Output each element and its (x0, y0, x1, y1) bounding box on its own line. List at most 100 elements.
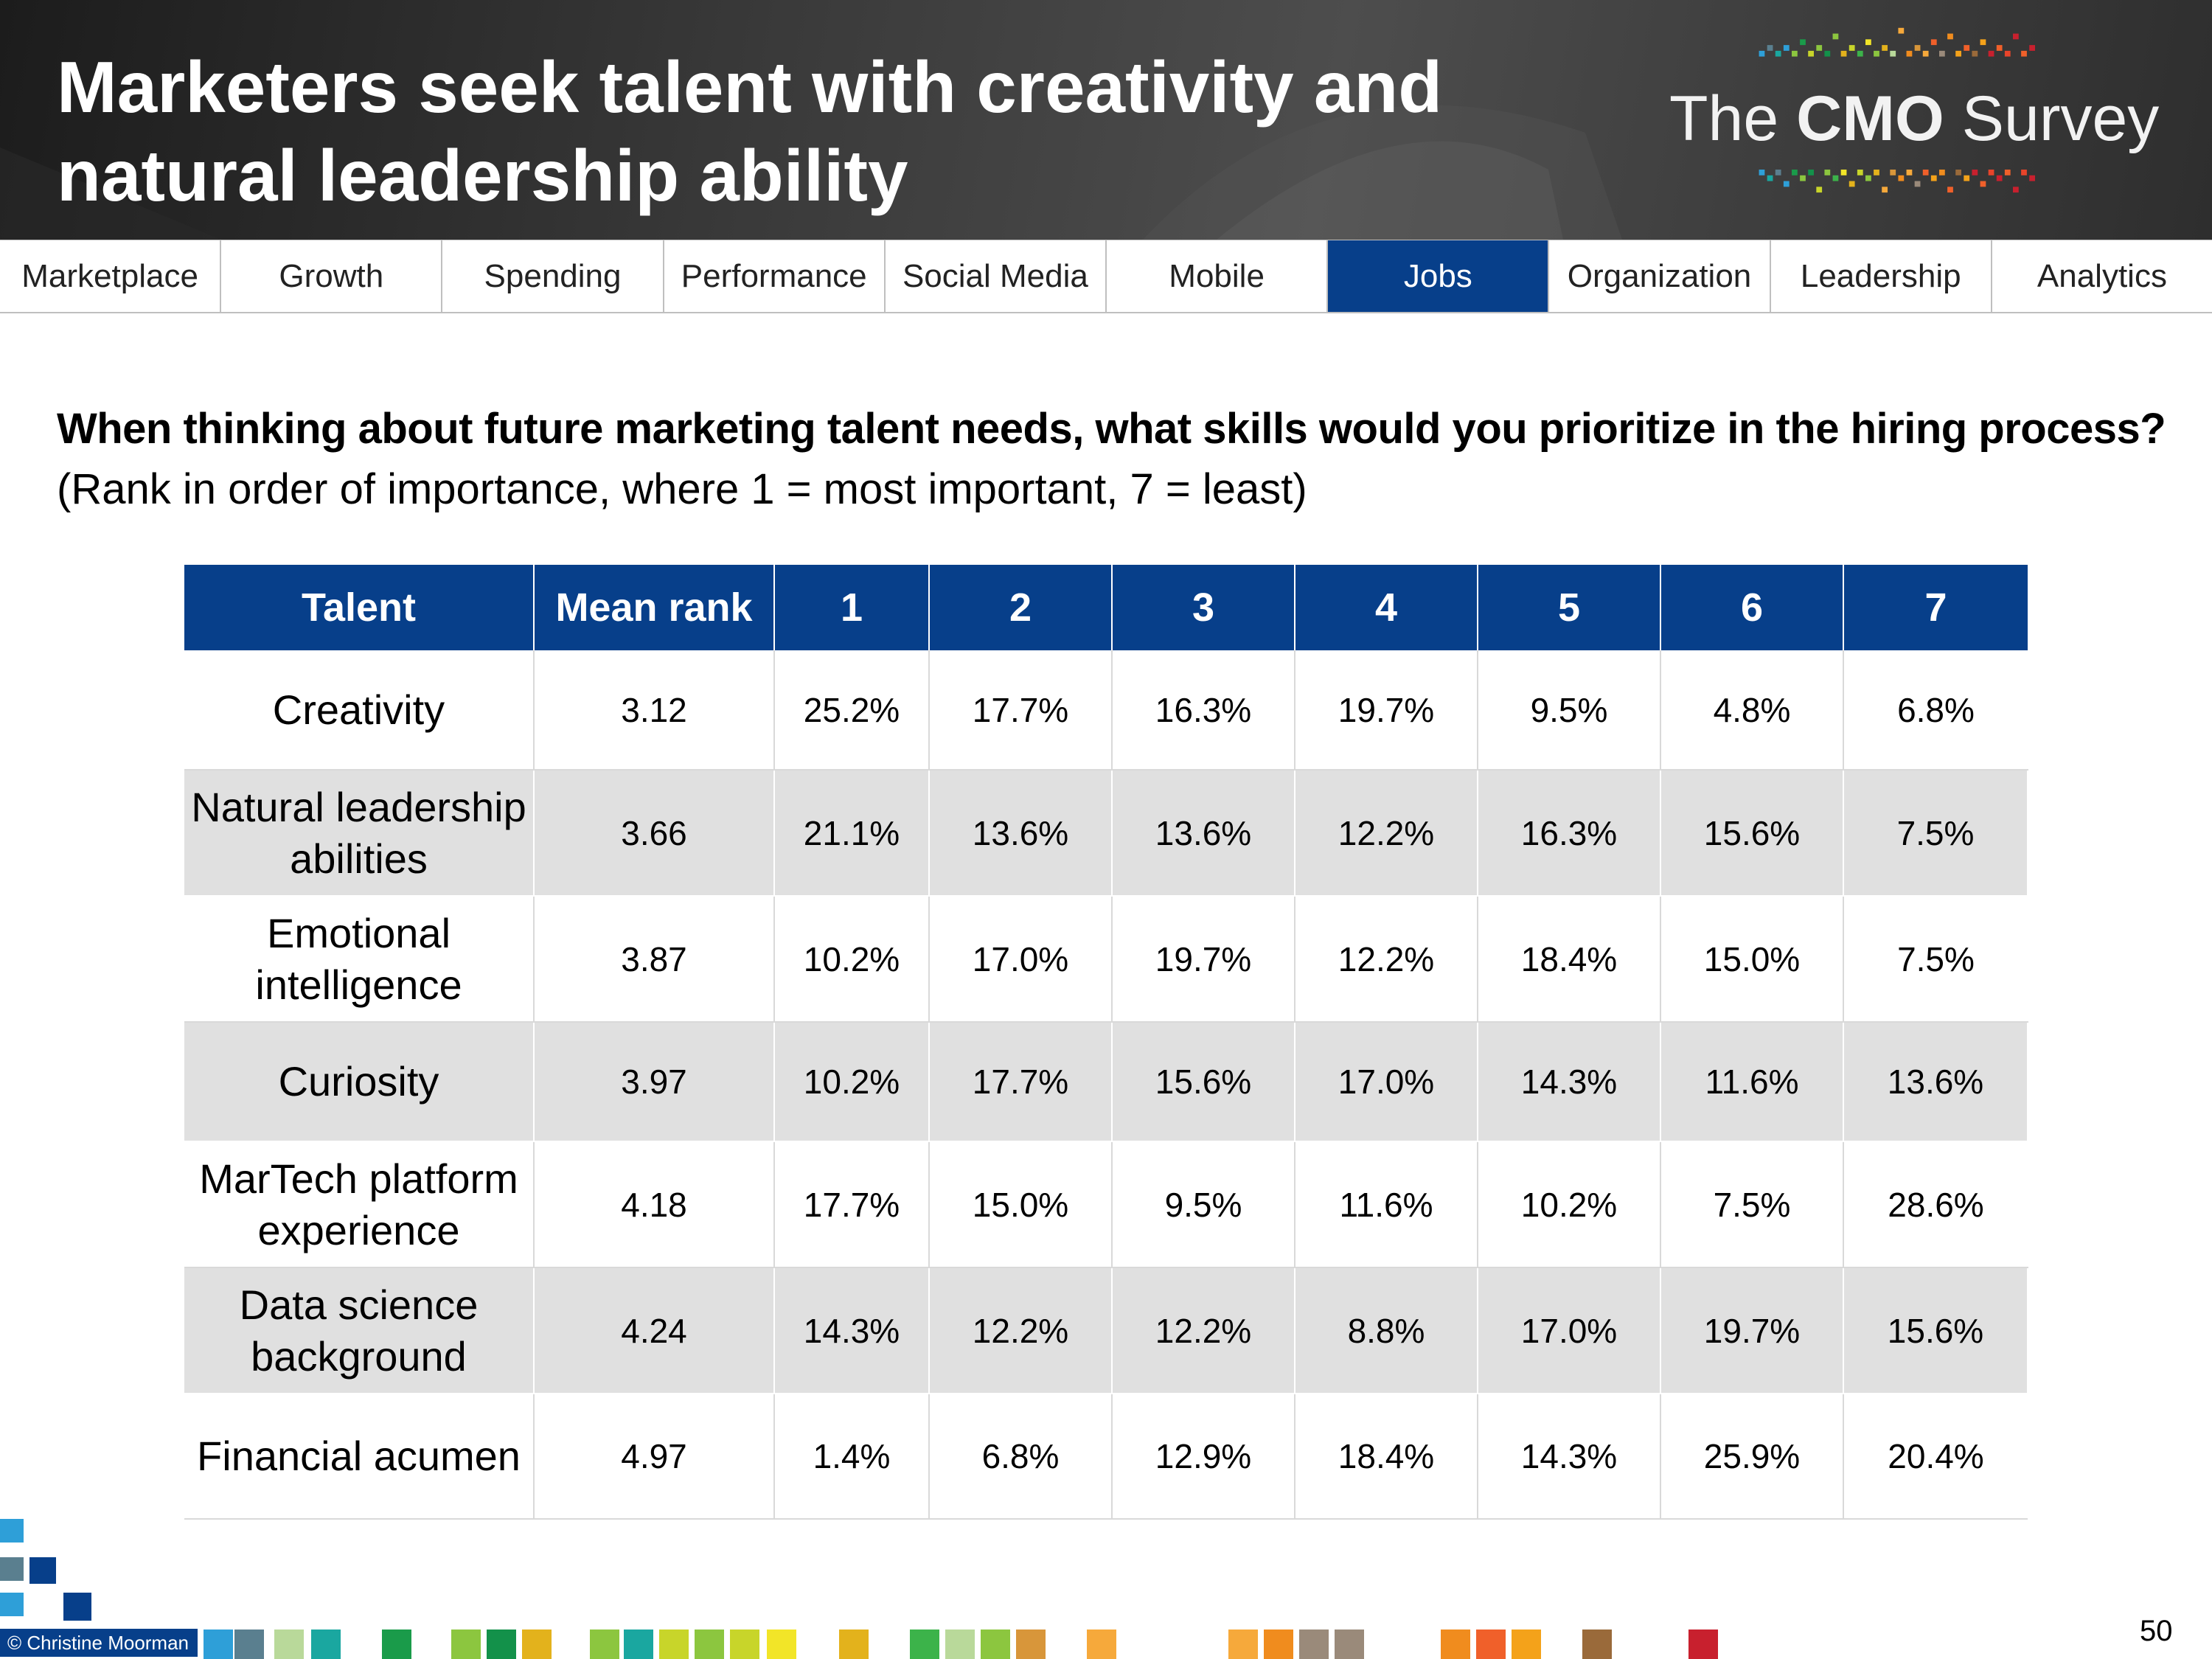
mean-rank-cell: 3.66 (534, 770, 775, 897)
footer-color-square (382, 1630, 411, 1659)
page-title: Marketers seek talent with creativity an… (57, 46, 1443, 216)
logo-pixel-band-top (1759, 27, 2035, 57)
rank-4-cell: 18.4% (1295, 1394, 1478, 1520)
rank-3-cell: 19.7% (1112, 896, 1295, 1023)
logo-text: The CMO Survey (1669, 83, 2160, 154)
tab-leadership[interactable]: Leadership (1771, 240, 1992, 312)
rank-2-cell: 17.7% (929, 1022, 1113, 1142)
column-header: 1 (774, 565, 930, 650)
footer-color-square (274, 1630, 304, 1659)
rank-6-cell: 4.8% (1660, 650, 1844, 771)
mean-rank-cell: 4.97 (534, 1394, 775, 1520)
rank-6-cell: 15.0% (1660, 896, 1844, 1023)
copyright-label: © Christine Moorman (0, 1629, 198, 1657)
rank-4-cell: 12.2% (1295, 896, 1478, 1023)
tab-spending[interactable]: Spending (442, 240, 664, 312)
talent-cell: Emotional intelligence (184, 896, 535, 1023)
footer-color-square (522, 1630, 552, 1659)
survey-instruction: (Rank in order of importance, where 1 = … (57, 465, 1307, 513)
footer-color-square (1688, 1630, 1718, 1659)
mean-rank-cell: 4.24 (534, 1267, 775, 1394)
table-row: MarTech platform experience 4.18 17.7% 1… (184, 1141, 2028, 1268)
rank-5-cell: 14.3% (1478, 1022, 1661, 1142)
footer-color-square (981, 1630, 1010, 1659)
rank-7-cell: 7.5% (1843, 896, 2028, 1023)
tab-marketplace[interactable]: Marketplace (0, 240, 222, 312)
column-header: 3 (1112, 565, 1295, 650)
rank-4-cell: 8.8% (1295, 1267, 1478, 1394)
cmo-survey-logo: The CMO Survey (1637, 15, 2168, 236)
table-row: Data science background 4.24 14.3% 12.2%… (184, 1267, 2028, 1394)
footer-color-square (1016, 1630, 1046, 1659)
tab-performance[interactable]: Performance (664, 240, 886, 312)
mean-rank-cell: 3.87 (534, 896, 775, 1023)
footer-color-square (311, 1630, 341, 1659)
rank-1-cell: 10.2% (774, 896, 930, 1023)
rank-7-cell: 6.8% (1843, 650, 2028, 771)
mean-rank-cell: 3.12 (534, 650, 775, 771)
rank-3-cell: 12.9% (1112, 1394, 1295, 1520)
section-nav: Marketplace Growth Spending Performance … (0, 240, 2212, 313)
column-header: 5 (1478, 565, 1661, 650)
rank-1-cell: 17.7% (774, 1141, 930, 1268)
tab-jobs[interactable]: Jobs (1328, 240, 1550, 312)
footer-color-square (1476, 1630, 1506, 1659)
column-header: 4 (1295, 565, 1478, 650)
rank-2-cell: 12.2% (929, 1267, 1113, 1394)
tab-organization[interactable]: Organization (1549, 240, 1771, 312)
rank-6-cell: 15.6% (1660, 770, 1844, 897)
rank-1-cell: 25.2% (774, 650, 930, 771)
tab-analytics[interactable]: Analytics (2037, 257, 2167, 294)
rank-7-cell: 7.5% (1843, 770, 2028, 897)
footer-color-square (1228, 1630, 1258, 1659)
footer-color-square (234, 1630, 264, 1659)
rank-5-cell: 10.2% (1478, 1141, 1661, 1268)
rank-6-cell: 25.9% (1660, 1394, 1844, 1520)
survey-question: When thinking about future marketing tal… (57, 405, 2166, 453)
footer-color-square (487, 1630, 516, 1659)
footer-color-square (590, 1630, 619, 1659)
column-header: Talent (184, 565, 535, 650)
column-header: 6 (1660, 565, 1844, 650)
rank-5-cell: 17.0% (1478, 1267, 1661, 1394)
talent-cell: Data science background (184, 1267, 535, 1394)
footer-color-square (695, 1630, 724, 1659)
table-row: Emotional intelligence 3.87 10.2% 17.0% … (184, 896, 2028, 1023)
rank-1-cell: 1.4% (774, 1394, 930, 1520)
rank-4-cell: 19.7% (1295, 650, 1478, 771)
rank-6-cell: 11.6% (1660, 1022, 1844, 1142)
footer-color-square (1264, 1630, 1293, 1659)
corner-square-mark (0, 1519, 91, 1621)
rank-5-cell: 14.3% (1478, 1394, 1661, 1520)
footer-color-square (1512, 1630, 1541, 1659)
table-header-row: Talent Mean rank 1 2 3 4 5 6 7 (184, 565, 2028, 650)
rank-2-cell: 6.8% (929, 1394, 1113, 1520)
rank-3-cell: 16.3% (1112, 650, 1295, 771)
rank-1-cell: 10.2% (774, 1022, 930, 1142)
rank-6-cell: 7.5% (1660, 1141, 1844, 1268)
rank-5-cell: 16.3% (1478, 770, 1661, 897)
page-number: 50 (2140, 1615, 2173, 1647)
rank-1-cell: 14.3% (774, 1267, 930, 1394)
rank-2-cell: 17.0% (929, 896, 1113, 1023)
table-row: Natural leadership abilities 3.66 21.1% … (184, 770, 2028, 897)
talent-cell: Curiosity (184, 1022, 535, 1142)
talent-cell: Natural leadership abilities (184, 770, 535, 897)
mean-rank-cell: 3.97 (534, 1022, 775, 1142)
rank-4-cell: 11.6% (1295, 1141, 1478, 1268)
ranking-table: Talent Mean rank 1 2 3 4 5 6 7 Creativit… (184, 565, 2028, 1520)
tab-social-media[interactable]: Social Media (886, 240, 1107, 312)
footer-color-square (839, 1630, 869, 1659)
rank-1-cell: 21.1% (774, 770, 930, 897)
tab-growth[interactable]: Growth (221, 240, 443, 312)
column-header: Mean rank (534, 565, 775, 650)
rank-7-cell: 13.6% (1843, 1022, 2028, 1142)
rank-4-cell: 17.0% (1295, 1022, 1478, 1142)
footer-color-square (945, 1630, 975, 1659)
rank-2-cell: 13.6% (929, 770, 1113, 897)
rank-5-cell: 9.5% (1478, 650, 1661, 771)
footer-color-square (1087, 1630, 1116, 1659)
footer-color-square (910, 1630, 939, 1659)
header-background-art (0, 105, 1622, 240)
tab-mobile[interactable]: Mobile (1107, 240, 1329, 312)
